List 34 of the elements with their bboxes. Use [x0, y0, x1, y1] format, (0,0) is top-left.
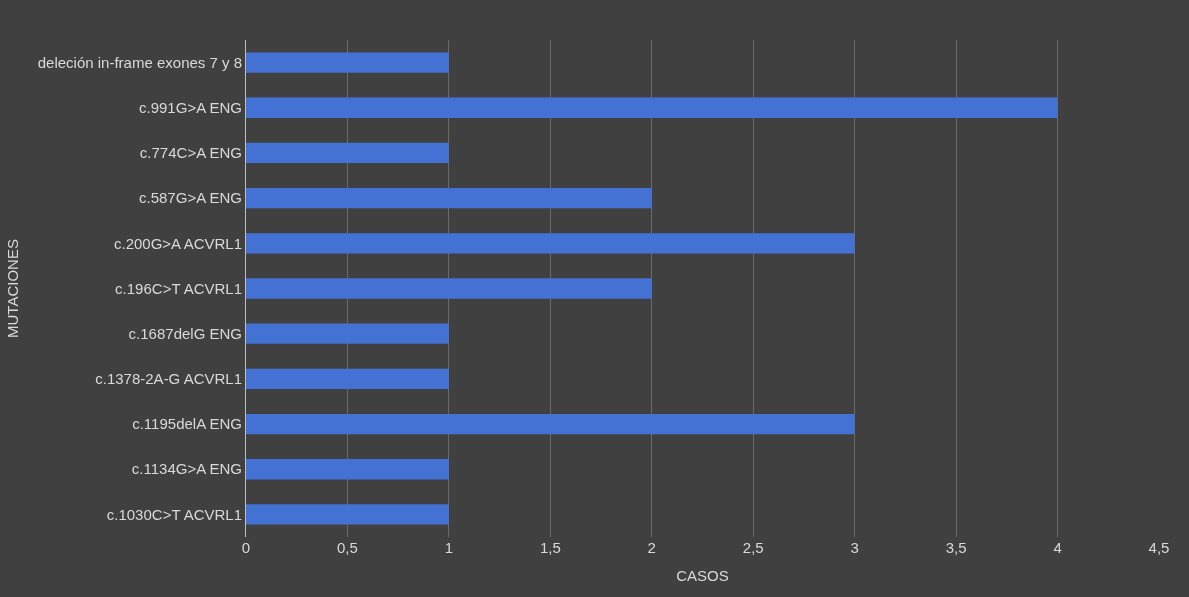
y-tick-label: c.1030C>T ACVRL1	[106, 505, 242, 523]
y-tick-label: c.1687delG ENG	[128, 324, 242, 342]
bar	[246, 233, 855, 254]
y-tick-label: c.1134G>A ENG	[131, 460, 242, 478]
bar	[246, 142, 449, 164]
x-tick-label: 0	[241, 539, 251, 556]
bar	[246, 413, 855, 435]
bar	[246, 459, 449, 480]
x-tick-label: 1,5	[539, 539, 561, 556]
bar	[246, 278, 652, 299]
x-tick-label: 0,5	[337, 539, 358, 556]
y-tick-label: c.991G>A ENG	[139, 99, 242, 117]
bar	[246, 52, 449, 73]
y-tick-label: c.1195delA ENG	[132, 415, 242, 433]
bar	[246, 97, 1058, 118]
bar	[246, 323, 449, 344]
y-tick-label: c.587G>A ENG	[139, 189, 242, 207]
x-tick-label: 3	[850, 539, 859, 556]
bar	[246, 368, 449, 390]
x-tick-label: 2	[647, 539, 656, 556]
x-axis-title: CASOS	[676, 567, 729, 584]
y-tick-label: c.200G>A ACVRL1	[114, 234, 242, 252]
x-tick-label: 1	[444, 539, 454, 556]
y-tick-label: c.1378-2A-G ACVRL1	[95, 370, 242, 388]
y-axis-title: MUTACIONES	[3, 239, 21, 338]
bar	[246, 187, 652, 209]
y-tick-label: c.196C>T ACVRL1	[115, 279, 242, 297]
x-tick-label: 4,5	[1148, 539, 1170, 556]
x-tick-label: 3,5	[945, 539, 967, 556]
bar	[246, 504, 449, 525]
x-tick-label: 4	[1053, 539, 1062, 556]
y-tick-label: c.774C>A ENG	[139, 144, 242, 162]
x-tick-label: 2,5	[742, 539, 764, 556]
y-tick-label: deleción in-frame exones 7 y 8	[37, 53, 242, 71]
